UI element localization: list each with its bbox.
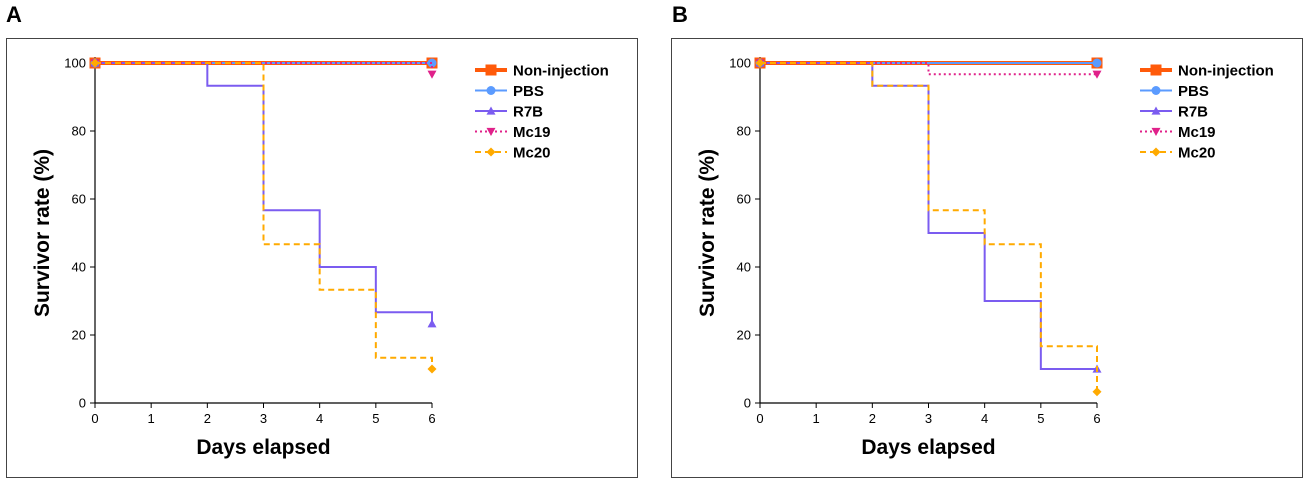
y-tick-label-a-0: 0 — [79, 396, 86, 411]
series-marker-start-a-mc20 — [90, 58, 100, 68]
x-tick-label-b-0: 0 — [756, 411, 763, 426]
series-line-b-mc20 — [760, 62, 1098, 392]
series-marker-end-b-mc20 — [1092, 387, 1102, 397]
x-tick-label-a-1: 1 — [148, 411, 155, 426]
y-axis-title-b: Survivor rate (%) — [696, 149, 719, 317]
legend-marker-b-mc19 — [1151, 127, 1161, 136]
legend-label-b-pbs: PBS — [1178, 83, 1209, 100]
x-tick-label-b-1: 1 — [813, 411, 820, 426]
y-tick-label-a-60: 60 — [72, 192, 86, 207]
series-marker-end-b-mc19 — [1092, 70, 1102, 79]
x-tick-label-b-2: 2 — [869, 411, 876, 426]
legend-label-b-mc20: Mc20 — [1178, 145, 1216, 162]
legend-marker-b-r7b — [1151, 106, 1161, 115]
chart-panel-b: 0 1 2 3 4 5 6 0 20 40 60 80 100 Days elapsed Survivor … — [671, 38, 1303, 478]
series-marker-end-a-mc20 — [427, 364, 437, 374]
x-tick-label-a-3: 3 — [260, 411, 267, 426]
series-marker-end-b-pbs — [1092, 58, 1102, 68]
series-marker-start-b-mc20 — [755, 58, 765, 68]
legend-label-a-pbs: PBS — [513, 83, 544, 100]
chart-panel-a: 0 1 2 3 4 5 6 0 20 40 60 80 100 Days elapsed Survivor … — [6, 38, 638, 478]
series-line-a-r7b — [95, 62, 433, 324]
series-line-a-mc20 — [95, 62, 433, 369]
y-tick-label-b-40: 40 — [737, 260, 751, 275]
y-tick-label-a-20: 20 — [72, 328, 86, 343]
x-axis-title-a: Days elapsed — [196, 436, 330, 459]
series-line-a-mc19 — [95, 62, 433, 75]
x-tick-label-a-2: 2 — [204, 411, 211, 426]
legend-label-b-r7b: R7B — [1178, 104, 1208, 121]
y-tick-label-b-0: 0 — [744, 396, 751, 411]
legend-label-b-mc19: Mc19 — [1178, 124, 1216, 141]
legend-marker-a-r7b — [486, 106, 496, 115]
legend-label-a-r7b: R7B — [513, 104, 543, 121]
y-axis-title-a: Survivor rate (%) — [31, 149, 54, 317]
legend-marker-b-non_injection — [1150, 64, 1162, 76]
panel-b-letter: B — [672, 2, 688, 27]
series-marker-end-a-mc19 — [427, 70, 437, 79]
x-axis-title-b: Days elapsed — [861, 436, 995, 459]
legend-marker-b-pbs — [1151, 86, 1161, 95]
y-tick-label-a-80: 80 — [72, 124, 86, 139]
x-tick-label-a-6: 6 — [428, 411, 435, 426]
legend-marker-a-mc20 — [486, 147, 496, 157]
legend-label-a-non_injection: Non-injection — [513, 63, 609, 80]
legend-marker-a-pbs — [486, 86, 496, 95]
legend-label-a-mc19: Mc19 — [513, 124, 551, 141]
legend-marker-b-mc20 — [1151, 147, 1161, 157]
y-tick-label-b-80: 80 — [737, 124, 751, 139]
x-tick-label-b-6: 6 — [1093, 411, 1100, 426]
x-tick-label-a-4: 4 — [316, 411, 323, 426]
legend-label-b-non_injection: Non-injection — [1178, 63, 1274, 80]
series-marker-end-a-r7b — [427, 319, 437, 328]
x-tick-label-b-4: 4 — [981, 411, 988, 426]
legend-marker-a-non_injection — [485, 64, 497, 76]
legend-label-a-mc20: Mc20 — [513, 145, 551, 162]
x-tick-label-a-5: 5 — [372, 411, 379, 426]
y-tick-label-b-60: 60 — [737, 192, 751, 207]
y-tick-label-b-20: 20 — [737, 328, 751, 343]
y-tick-label-b-100: 100 — [729, 56, 751, 71]
y-tick-label-a-40: 40 — [72, 260, 86, 275]
panel-a-letter: A — [6, 2, 22, 27]
x-tick-label-b-5: 5 — [1037, 411, 1044, 426]
x-tick-label-b-3: 3 — [925, 411, 932, 426]
x-tick-label-a-0: 0 — [91, 411, 98, 426]
y-tick-label-a-100: 100 — [64, 56, 86, 71]
legend-marker-a-mc19 — [486, 127, 496, 136]
